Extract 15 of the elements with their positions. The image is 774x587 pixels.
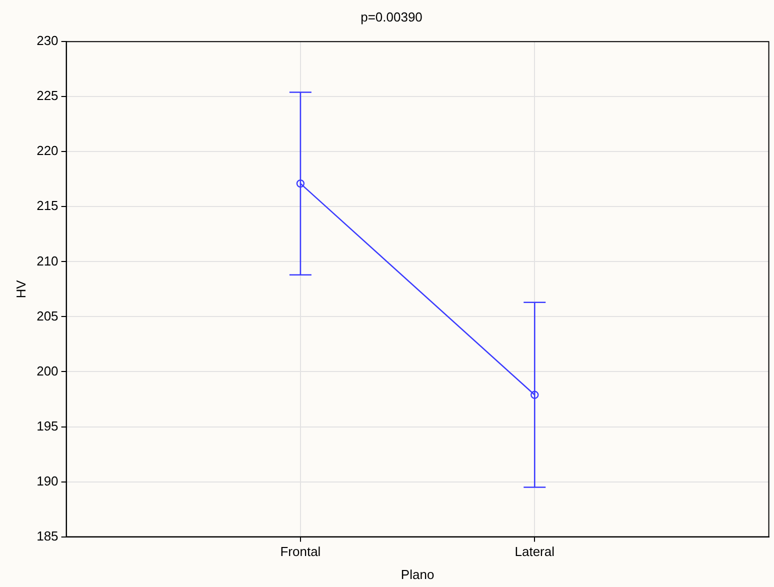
y-tick-label: 190: [36, 473, 58, 488]
y-tick-label: 205: [36, 308, 58, 324]
x-tick-label: Lateral: [514, 544, 555, 560]
y-tick-label: 220: [36, 143, 58, 158]
y-tick-label: 195: [36, 418, 58, 434]
y-tick-label: 215: [36, 198, 58, 214]
y-tick-label: 185: [36, 528, 58, 544]
y-tick-label: 225: [36, 88, 58, 104]
y-tick-label: 230: [36, 33, 58, 48]
x-axis-title: Plano: [400, 566, 434, 582]
y-tick-label: 200: [36, 363, 58, 378]
x-tick-label: Frontal: [280, 544, 321, 560]
y-tick-label: 210: [36, 253, 58, 268]
chart-title: p=0.00390: [360, 9, 422, 24]
y-axis-title: HV: [13, 280, 28, 298]
